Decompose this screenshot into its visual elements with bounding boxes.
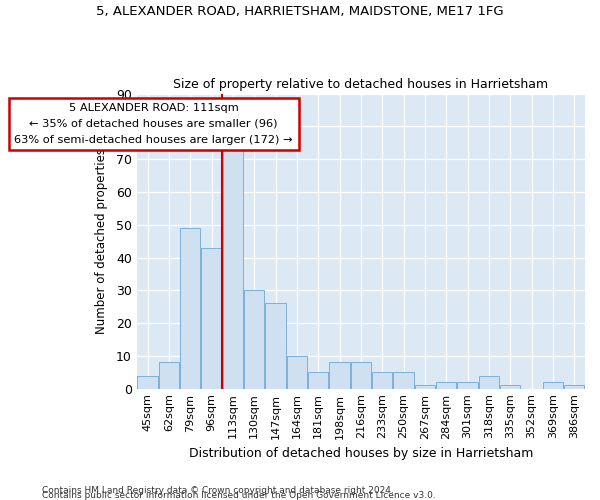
Bar: [394, 372, 414, 388]
Title: Size of property relative to detached houses in Harrietsham: Size of property relative to detached ho…: [173, 78, 548, 91]
Bar: [415, 386, 435, 388]
Bar: [479, 376, 499, 388]
Y-axis label: Number of detached properties: Number of detached properties: [95, 148, 107, 334]
Bar: [372, 372, 392, 388]
Bar: [351, 362, 371, 388]
Bar: [159, 362, 179, 388]
Text: 5 ALEXANDER ROAD: 111sqm
← 35% of detached houses are smaller (96)
63% of semi-d: 5 ALEXANDER ROAD: 111sqm ← 35% of detach…: [14, 104, 293, 144]
Bar: [180, 228, 200, 388]
Bar: [202, 248, 221, 388]
Bar: [543, 382, 563, 388]
Bar: [457, 382, 478, 388]
Bar: [287, 356, 307, 388]
Bar: [223, 146, 243, 388]
Text: Contains HM Land Registry data © Crown copyright and database right 2024.: Contains HM Land Registry data © Crown c…: [42, 486, 394, 495]
Bar: [500, 386, 520, 388]
Text: Contains public sector information licensed under the Open Government Licence v3: Contains public sector information licen…: [42, 491, 436, 500]
Bar: [244, 290, 265, 388]
X-axis label: Distribution of detached houses by size in Harrietsham: Distribution of detached houses by size …: [189, 447, 533, 460]
Bar: [436, 382, 457, 388]
Bar: [308, 372, 328, 388]
Text: 5, ALEXANDER ROAD, HARRIETSHAM, MAIDSTONE, ME17 1FG: 5, ALEXANDER ROAD, HARRIETSHAM, MAIDSTON…: [96, 5, 504, 18]
Bar: [137, 376, 158, 388]
Bar: [265, 304, 286, 388]
Bar: [329, 362, 350, 388]
Bar: [564, 386, 584, 388]
